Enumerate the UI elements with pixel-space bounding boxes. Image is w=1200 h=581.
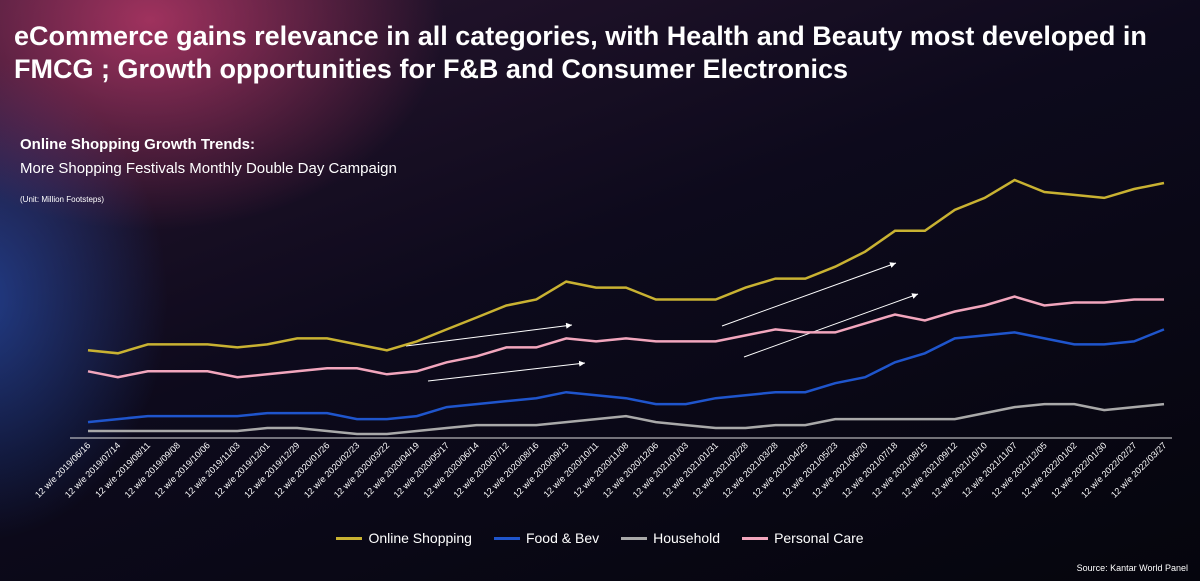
trend-arrow (427, 360, 586, 382)
slide-title: eCommerce gains relevance in all categor… (14, 21, 1147, 84)
legend-label: Household (653, 530, 721, 546)
x-tick-label: 12 w/e 2021/02/28 (691, 440, 750, 499)
legend-swatch (742, 536, 769, 540)
source: Source: Kantar World Panel (1076, 563, 1188, 573)
chart-title: Online Shopping Growth Trends: (20, 136, 255, 153)
x-tick-label: 12 w/e 2021/05/23 (780, 440, 839, 499)
series-line (87, 328, 1165, 424)
x-tick-label: 12 w/e 2020/10/11 (542, 440, 601, 499)
x-tick-label: 12 w/e 2021/03/28 (720, 440, 779, 499)
x-tick-label: 12 w/e 2019/12/01 (212, 440, 271, 499)
legend-swatch (493, 536, 520, 540)
x-tick-label: 12 w/e 2020/05/17 (392, 440, 451, 499)
x-tick-label: 12 w/e 2019/07/14 (63, 440, 122, 499)
x-tick-label: 12 w/e 2020/06/14 (422, 440, 481, 499)
x-tick-label: 12 w/e 2021/07/18 (840, 440, 899, 499)
x-tick-label: 12 w/e 2021/11/07 (960, 440, 1019, 499)
legend-item: Food & Bev (493, 530, 600, 546)
x-tick-label: 12 w/e 2020/09/13 (511, 440, 570, 499)
x-tick-label: 12 w/e 2021/06/20 (810, 440, 869, 499)
legend-item: Online Shopping (336, 530, 472, 546)
trend-arrow (721, 262, 897, 327)
series-line (88, 402, 1165, 436)
x-tick-label: 12 w/e 2019/06/16 (33, 440, 92, 499)
x-tick-label: 12 w/e 2021/04/25 (750, 440, 809, 499)
legend: Online Shopping Food & Bev Household Person… (0, 530, 1200, 546)
x-tick-label: 12 w/e 2021/01/03 (631, 440, 690, 499)
series-line (87, 178, 1165, 355)
legend-swatch (336, 536, 363, 540)
legend-swatch (621, 536, 648, 540)
x-tick-label: 12 w/e 2020/08/16 (481, 440, 540, 499)
legend-label: Personal Care (774, 530, 864, 546)
legend-label: Online Shopping (368, 530, 472, 546)
x-tick-label: 12 w/e 2020/02/23 (302, 440, 361, 499)
legend-item: Personal Care (742, 530, 864, 546)
trend-arrow (405, 322, 573, 347)
x-tick-label: 12 w/e 2021/08/15 (870, 440, 929, 499)
x-tick-label: 12 w/e 2022/01/02 (1019, 440, 1078, 499)
chart-subtitle: More Shopping Festivals Monthly Double D… (20, 160, 397, 177)
x-tick-label: 12 w/e 2019/08/11 (93, 440, 152, 499)
trend-arrow (743, 293, 919, 358)
legend-label: Food & Bev (525, 530, 600, 546)
x-tick-label: 12 w/e 2021/12/05 (989, 440, 1048, 499)
x-tick-label: 12 w/e 2022/03/27 (1109, 440, 1168, 499)
x-tick-label: 12 w/e 2019/10/06 (153, 440, 212, 499)
x-tick-label: 12 w/e 2022/01/30 (1049, 440, 1108, 499)
x-tick-label: 12 w/e 2021/09/12 (900, 440, 959, 499)
x-tick-label: 12 w/e 2020/07/12 (451, 440, 510, 499)
x-tick-label: 12 w/e 2020/01/26 (272, 440, 331, 499)
x-tick-label: 12 w/e 2022/02/27 (1079, 440, 1138, 499)
x-tick-label: 12 w/e 2020/03/22 (332, 440, 391, 499)
x-tick-label: 12 w/e 2019/09/08 (123, 440, 182, 499)
x-tick-label: 12 w/e 2021/10/10 (930, 440, 989, 499)
series-line (87, 295, 1164, 379)
x-tick-label: 12 w/e 2020/11/08 (571, 440, 630, 499)
x-tick-label: 12 w/e 2019/12/29 (242, 440, 301, 499)
x-tick-label: 12 w/e 2019/11/03 (183, 440, 242, 499)
x-tick-label: 12 w/e 2020/04/19 (362, 440, 421, 499)
x-tick-label: 12 w/e 2021/01/31 (661, 440, 720, 499)
x-tick-label: 12 w/e 2020/12/06 (601, 440, 660, 499)
unit-note: (Unit: Million Footsteps) (20, 195, 105, 204)
legend-item: Household (621, 530, 720, 546)
